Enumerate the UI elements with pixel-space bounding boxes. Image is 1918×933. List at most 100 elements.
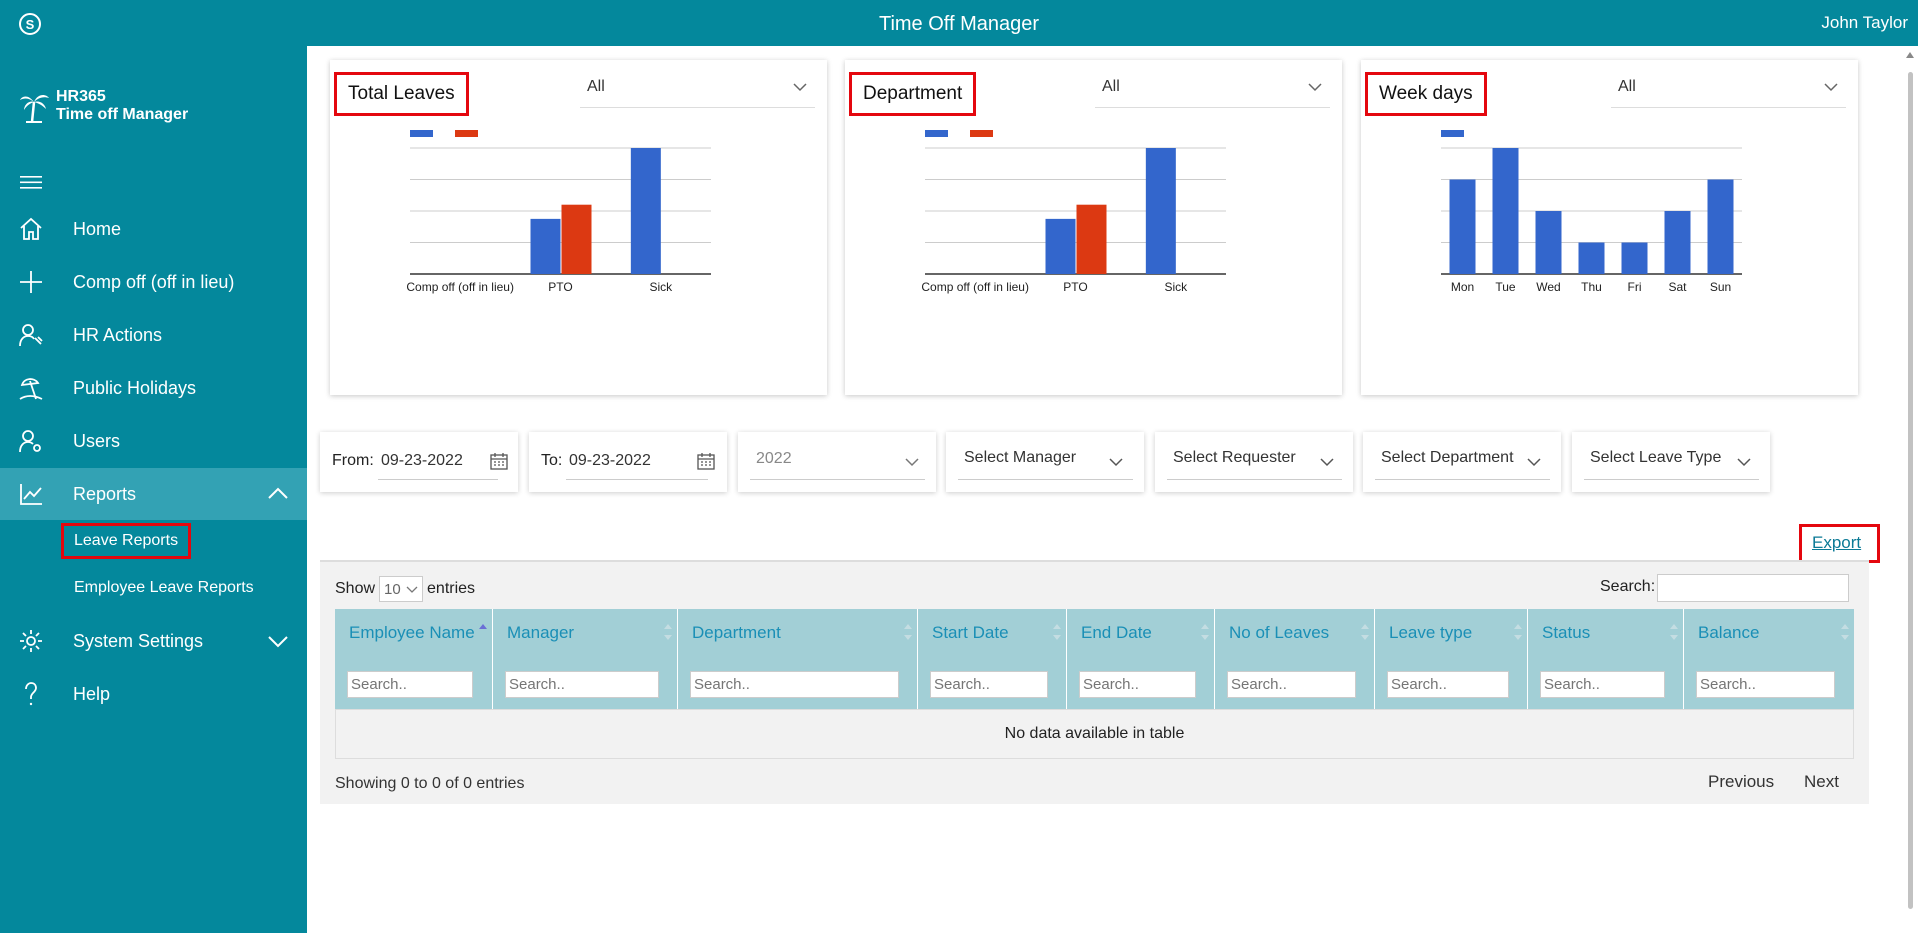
plus-icon	[20, 271, 42, 293]
to-date-filter[interactable]: To: 09-23-2022	[529, 432, 727, 492]
sidebar-item-home[interactable]: Home	[0, 203, 307, 255]
column-filter-cell	[1215, 658, 1375, 709]
bar[interactable]	[1145, 148, 1176, 274]
from-date-value[interactable]: 09-23-2022	[381, 452, 463, 469]
user-name[interactable]: John Taylor	[1821, 13, 1908, 32]
to-label: To:	[541, 452, 563, 469]
column-search-manager[interactable]	[505, 671, 659, 698]
chevron-up-icon[interactable]	[267, 484, 289, 504]
column-header-label: Manager	[507, 623, 575, 642]
column-header-end-date[interactable]: End Date	[1067, 609, 1215, 658]
x-tick-label: Fri	[1628, 280, 1642, 294]
hamburger-menu-icon[interactable]	[20, 174, 42, 190]
page-scrollbar[interactable]	[1908, 72, 1913, 909]
sidebar-item-public-holidays[interactable]: Public Holidays	[0, 362, 307, 414]
sidebar-item-system-settings[interactable]: System Settings	[0, 615, 307, 667]
bar[interactable]	[1535, 211, 1562, 274]
column-header-manager[interactable]: Manager	[493, 609, 678, 658]
calendar-icon[interactable]	[697, 452, 715, 470]
to-date-value[interactable]: 09-23-2022	[569, 452, 651, 469]
bar[interactable]	[1664, 211, 1691, 274]
sort-asc-icon	[479, 624, 487, 629]
calendar-icon[interactable]	[490, 452, 508, 470]
sidebar-item-label: Public Holidays	[73, 377, 197, 398]
sidebar-item-comp-off[interactable]: Comp off (off in lieu)	[0, 256, 307, 308]
column-search-status[interactable]	[1540, 671, 1665, 698]
column-search-end-date[interactable]	[1079, 671, 1196, 698]
manager-select[interactable]: Select Manager	[946, 432, 1144, 492]
column-header-leave-type[interactable]: Leave type	[1375, 609, 1528, 658]
bar[interactable]	[1707, 179, 1734, 275]
manager-value: Select Manager	[964, 449, 1077, 466]
sidebar-item-label: System Settings	[73, 630, 204, 651]
column-search-department[interactable]	[690, 671, 899, 698]
x-tick-label: Tue	[1495, 280, 1516, 294]
chevron-down-icon	[1320, 458, 1334, 467]
column-filter-cell	[918, 658, 1067, 709]
scroll-up-icon[interactable]	[1905, 50, 1915, 60]
department-value: Select Department	[1381, 449, 1514, 466]
bar[interactable]	[1045, 218, 1076, 274]
column-header-balance[interactable]: Balance	[1684, 609, 1854, 658]
bar[interactable]	[1449, 179, 1476, 275]
x-tick-label: Wed	[1536, 280, 1560, 294]
sidebar-item-help[interactable]: Help	[0, 668, 307, 720]
bar[interactable]	[1621, 242, 1648, 275]
sharepoint-icon[interactable]: S	[18, 12, 42, 36]
chevron-down-icon[interactable]	[267, 631, 289, 651]
requester-select[interactable]: Select Requester	[1155, 432, 1353, 492]
column-search-balance[interactable]	[1696, 671, 1835, 698]
column-search-no-of-leaves[interactable]	[1227, 671, 1356, 698]
bar-chart: Comp off (off in lieu) PTO Sick	[921, 130, 1226, 294]
year-select[interactable]: 2022	[738, 432, 936, 492]
bar[interactable]	[630, 148, 661, 274]
hr-actions-icon	[19, 324, 43, 347]
column-header-employee-name[interactable]: Employee Name	[335, 609, 493, 658]
sidebar-subitem-employee-leave-reports[interactable]: Employee Leave Reports	[74, 579, 254, 596]
sidebar-subitem-leave-reports[interactable]: Leave Reports	[60, 523, 192, 559]
sidebar-item-users[interactable]: Users	[0, 415, 307, 467]
table-header-row: Employee Name Manager Department Start D…	[335, 609, 1854, 658]
palm-tree-icon	[20, 95, 49, 123]
sidebar: HR365 Time off Manager Home Comp off (of…	[0, 46, 307, 933]
previous-page-button[interactable]: Previous	[1708, 772, 1775, 791]
next-page-button[interactable]: Next	[1804, 772, 1839, 791]
card-filter-select[interactable]: All	[580, 74, 815, 108]
column-header-start-date[interactable]: Start Date	[918, 609, 1067, 658]
export-link[interactable]: Export	[1812, 533, 1862, 552]
card-filter-select[interactable]: All	[1095, 74, 1330, 108]
bar[interactable]	[530, 218, 561, 274]
column-filter-cell	[1067, 658, 1215, 709]
bar[interactable]	[561, 204, 592, 274]
x-tick-label: PTO	[1063, 280, 1087, 294]
question-icon	[25, 682, 37, 706]
home-icon	[20, 217, 42, 240]
column-search-start-date[interactable]	[930, 671, 1048, 698]
column-search-employee-name[interactable]	[347, 671, 473, 698]
from-date-filter[interactable]: From: 09-23-2022	[320, 432, 518, 492]
top-bar: S Time Off Manager John Taylor	[0, 0, 1918, 46]
bar[interactable]	[1578, 242, 1605, 275]
bar[interactable]	[1076, 204, 1107, 274]
column-header-status[interactable]: Status	[1528, 609, 1684, 658]
divider	[750, 479, 925, 480]
table-search-input[interactable]	[1657, 574, 1849, 602]
card-filter-select[interactable]: All	[1611, 74, 1846, 108]
leave-type-value: Select Leave Type	[1590, 449, 1722, 466]
column-search-leave-type[interactable]	[1387, 671, 1509, 698]
card-filter-value: All	[587, 78, 605, 95]
leave-type-select[interactable]: Select Leave Type	[1572, 432, 1770, 492]
logo-line-1: HR365	[56, 88, 106, 105]
sidebar-item-reports[interactable]: Reports	[0, 468, 307, 520]
gear-icon	[20, 630, 42, 652]
x-tick-label: Sick	[649, 280, 673, 294]
page-length-select[interactable]: 10	[379, 576, 424, 602]
column-header-no-of-leaves[interactable]: No of Leaves	[1215, 609, 1375, 658]
department-select[interactable]: Select Department	[1363, 432, 1561, 492]
column-filter-cell	[678, 658, 918, 709]
column-header-department[interactable]: Department	[678, 609, 918, 658]
users-icon	[19, 430, 41, 453]
card-filter-value: All	[1102, 78, 1120, 95]
bar[interactable]	[1492, 148, 1519, 274]
sidebar-item-hr-actions[interactable]: HR Actions	[0, 309, 307, 361]
